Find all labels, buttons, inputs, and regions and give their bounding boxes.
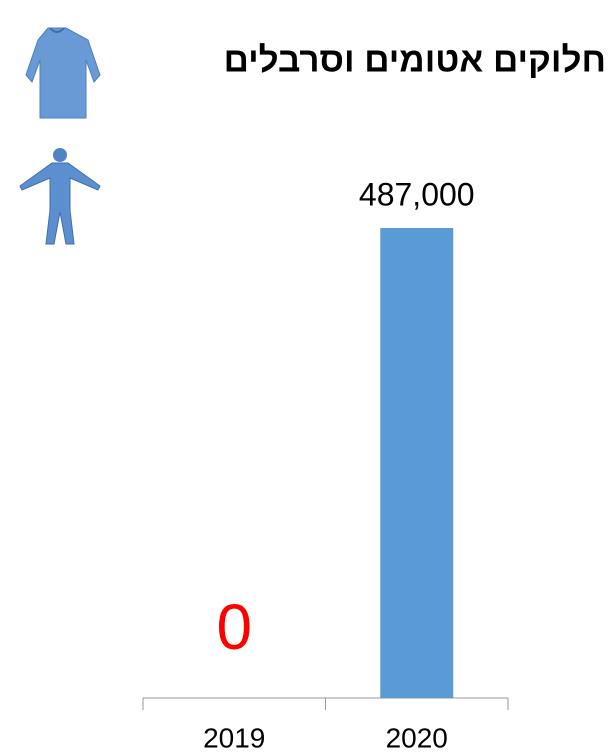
value-label: 0 (216, 591, 252, 663)
bar (380, 228, 454, 698)
coverall-icon (19, 148, 101, 245)
chart-title: חלוקים אטומים וסרבלים (224, 40, 606, 79)
x-tick-label: 2020 (386, 722, 448, 753)
gown-icon (25, 27, 101, 119)
value-label: 487,000 (359, 176, 475, 212)
x-tick-label: 2019 (203, 722, 265, 753)
